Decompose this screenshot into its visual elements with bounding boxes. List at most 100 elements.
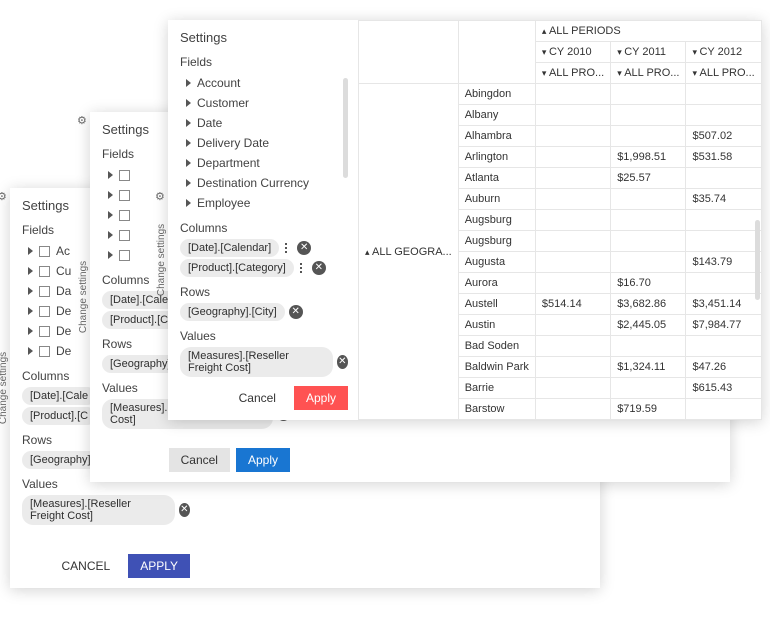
cell-value: $1,324.11 <box>611 357 686 378</box>
field-item[interactable]: Customer <box>180 93 348 113</box>
cancel-button[interactable]: Cancel <box>227 386 288 410</box>
col-all-prod[interactable]: ALL PRO... <box>535 63 610 84</box>
chip-date-calendar[interactable]: [Date].[Calendar] <box>180 239 279 257</box>
row-city[interactable]: Alhambra <box>458 126 535 147</box>
chevron-right-icon <box>186 159 191 167</box>
scrollbar[interactable] <box>343 78 348 178</box>
checkbox[interactable] <box>39 266 50 277</box>
row-city[interactable]: Austell <box>458 294 535 315</box>
col-all-periods-total[interactable]: ALL PERIODS <box>761 21 762 42</box>
checkbox[interactable] <box>39 346 50 357</box>
cell-value: $16.70 <box>761 273 762 294</box>
col-all-prod[interactable]: ALL PRO... <box>611 63 686 84</box>
row-city[interactable]: Arlington <box>458 147 535 168</box>
row-all-geo[interactable]: ALL GEOGRA... <box>359 84 459 420</box>
rows-label: Rows <box>180 285 348 299</box>
cell-value <box>535 378 610 399</box>
checkbox[interactable] <box>119 210 130 221</box>
chevron-right-icon <box>108 231 113 239</box>
col-year[interactable]: CY 2010 <box>535 42 610 63</box>
chevron-right-icon <box>186 139 191 147</box>
chip-remove-icon[interactable]: ✕ <box>312 261 326 275</box>
apply-button[interactable]: APPLY <box>128 554 190 578</box>
cell-value <box>686 399 761 420</box>
cell-value <box>535 84 610 105</box>
row-city[interactable]: Abingdon <box>458 84 535 105</box>
col-all-prod-total[interactable]: ALL PROD... <box>761 42 762 84</box>
field-item[interactable]: Destination Currency <box>180 173 348 193</box>
col-all-prod[interactable]: ALL PRO... <box>686 63 761 84</box>
row-city[interactable]: Augsburg <box>458 231 535 252</box>
chip-remove-icon[interactable]: ✕ <box>179 503 190 517</box>
field-text: Destination Currency <box>197 176 309 190</box>
apply-button[interactable]: Apply <box>236 448 290 472</box>
row-city[interactable]: Austin <box>458 315 535 336</box>
checkbox[interactable] <box>39 286 50 297</box>
cell-value <box>535 231 610 252</box>
chip-geography-city[interactable]: [Geography].[City] <box>180 303 285 321</box>
chevron-right-icon <box>108 171 113 179</box>
row-city[interactable]: Barrie <box>458 378 535 399</box>
cell-value: $531.58 <box>686 147 761 168</box>
col-all-periods[interactable]: ALL PERIODS <box>535 21 761 42</box>
cell-value: $1,235.97 <box>761 378 762 399</box>
row-city[interactable]: Aurora <box>458 273 535 294</box>
chip-remove-icon[interactable]: ✕ <box>337 355 348 369</box>
chip-product-category[interactable]: [Product].[Category] <box>180 259 294 277</box>
drag-handle-icon[interactable] <box>298 262 308 274</box>
col-year[interactable]: CY 2011 <box>611 42 686 63</box>
chip-reseller-freight[interactable]: [Measures].[Reseller Freight Cost] <box>180 347 333 377</box>
chevron-right-icon <box>186 179 191 187</box>
field-item[interactable]: Date <box>180 113 348 133</box>
row-city[interactable]: Bad Soden <box>458 336 535 357</box>
cell-value: $3,682.86 <box>611 294 686 315</box>
field-text: Account <box>197 76 240 90</box>
cell-value: $47.26 <box>686 357 761 378</box>
checkbox[interactable] <box>119 250 130 261</box>
change-settings-tab[interactable]: Change settings <box>156 224 167 296</box>
cell-value <box>611 336 686 357</box>
row-city[interactable]: Augsburg <box>458 210 535 231</box>
row-city[interactable]: Albany <box>458 105 535 126</box>
row-city[interactable]: Baldwin Park <box>458 357 535 378</box>
values-label: Values <box>180 329 348 343</box>
checkbox[interactable] <box>119 170 130 181</box>
cancel-button[interactable]: CANCEL <box>50 554 123 578</box>
field-item[interactable]: Account <box>180 73 348 93</box>
chip-remove-icon[interactable]: ✕ <box>297 241 311 255</box>
chip-date-calendar[interactable]: [Date].[Cale <box>22 387 96 405</box>
field-item[interactable]: Delivery Date <box>180 133 348 153</box>
checkbox[interactable] <box>39 246 50 257</box>
cell-value: $719.59 <box>761 399 762 420</box>
row-city[interactable]: Auburn <box>458 189 535 210</box>
cell-value <box>535 168 610 189</box>
chip-reseller-freight[interactable]: [Measures].[Reseller Freight Cost] <box>22 495 175 525</box>
row-city[interactable]: Augusta <box>458 252 535 273</box>
drag-handle-icon[interactable] <box>283 242 293 254</box>
change-settings-tab[interactable]: Change settings <box>78 261 89 333</box>
cell-value <box>686 210 761 231</box>
fields-list-front: Account Customer Date Delivery Date Depa… <box>180 73 348 213</box>
chip-remove-icon[interactable]: ✕ <box>289 305 303 319</box>
checkbox[interactable] <box>39 306 50 317</box>
checkbox[interactable] <box>119 190 130 201</box>
gear-icon[interactable]: ⚙ <box>155 190 165 203</box>
gear-icon[interactable]: ⚙ <box>0 190 7 203</box>
checkbox[interactable] <box>119 230 130 241</box>
field-item[interactable]: Department <box>180 153 348 173</box>
scrollbar[interactable] <box>755 220 760 300</box>
col-year[interactable]: CY 2012 <box>686 42 761 63</box>
change-settings-tab[interactable]: Change settings <box>0 352 9 424</box>
chip-product-category[interactable]: [Product].[C <box>22 407 96 425</box>
row-city[interactable]: Atlanta <box>458 168 535 189</box>
checkbox[interactable] <box>39 326 50 337</box>
apply-button[interactable]: Apply <box>294 386 348 410</box>
field-text: Ac <box>56 244 70 258</box>
row-city[interactable]: Barstow <box>458 399 535 420</box>
cancel-button[interactable]: Cancel <box>169 448 230 472</box>
cell-value: $16.70 <box>611 273 686 294</box>
field-item[interactable]: Employee <box>180 193 348 213</box>
chevron-right-icon <box>108 251 113 259</box>
cell-value <box>611 210 686 231</box>
gear-icon[interactable]: ⚙ <box>77 114 87 127</box>
